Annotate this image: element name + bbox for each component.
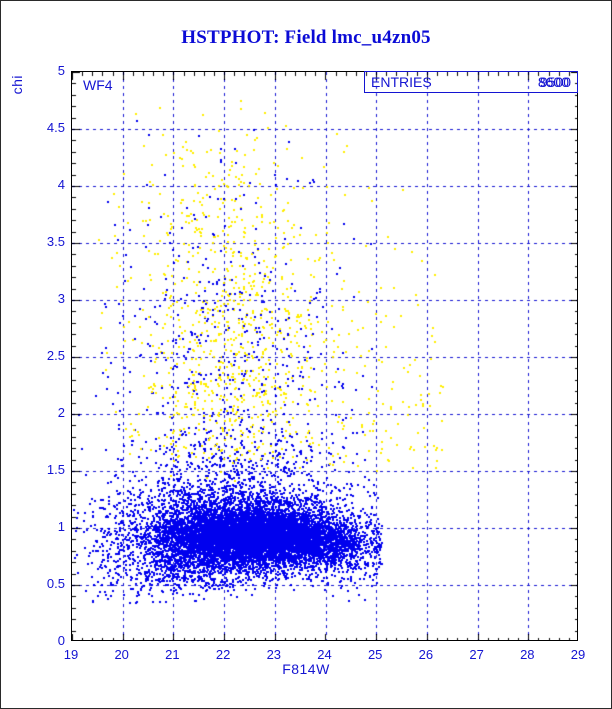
x-tick-label: 29	[570, 647, 586, 662]
x-tick-label: 23	[266, 647, 282, 662]
x-tick-label: 19	[63, 647, 79, 662]
y-tick-label: 3	[57, 291, 65, 306]
y-tick-label: 1.5	[46, 462, 65, 477]
y-tick-label: 0.5	[46, 576, 65, 591]
y-tick-label: 4	[57, 177, 65, 192]
x-tick-label: 27	[469, 647, 484, 662]
page-title: HSTPHOT: Field lmc_u4zn05	[181, 27, 431, 48]
x-tick-label: 21	[165, 647, 180, 662]
x-axis-title: F814W	[282, 661, 330, 677]
x-tick-label: 26	[418, 647, 434, 662]
tick-marks-layer	[72, 72, 577, 640]
x-tick-label: 24	[317, 647, 332, 662]
entries-box: ENTRIES 8600 9500	[364, 71, 578, 93]
x-tick-label: 20	[114, 647, 129, 662]
y-tick-label: 5	[57, 63, 65, 78]
y-tick-label: 1	[57, 519, 65, 534]
y-tick-label: 2	[57, 405, 65, 420]
entries-value-overprint: 8600	[537, 74, 569, 90]
plot-frame	[71, 71, 578, 641]
entries-label: ENTRIES	[371, 74, 432, 90]
entries-value: 9500	[539, 74, 571, 90]
x-tick-label: 25	[367, 647, 383, 662]
y-tick-label: 3.5	[46, 234, 65, 249]
y-tick-label: 2.5	[46, 348, 65, 363]
plot-area	[72, 72, 577, 640]
x-tick-label: 22	[215, 647, 231, 662]
x-tick-label: 28	[520, 647, 535, 662]
y-tick-label: 0	[57, 633, 65, 648]
panel-label: WF4	[83, 77, 113, 93]
y-tick-label: 4.5	[46, 120, 65, 135]
